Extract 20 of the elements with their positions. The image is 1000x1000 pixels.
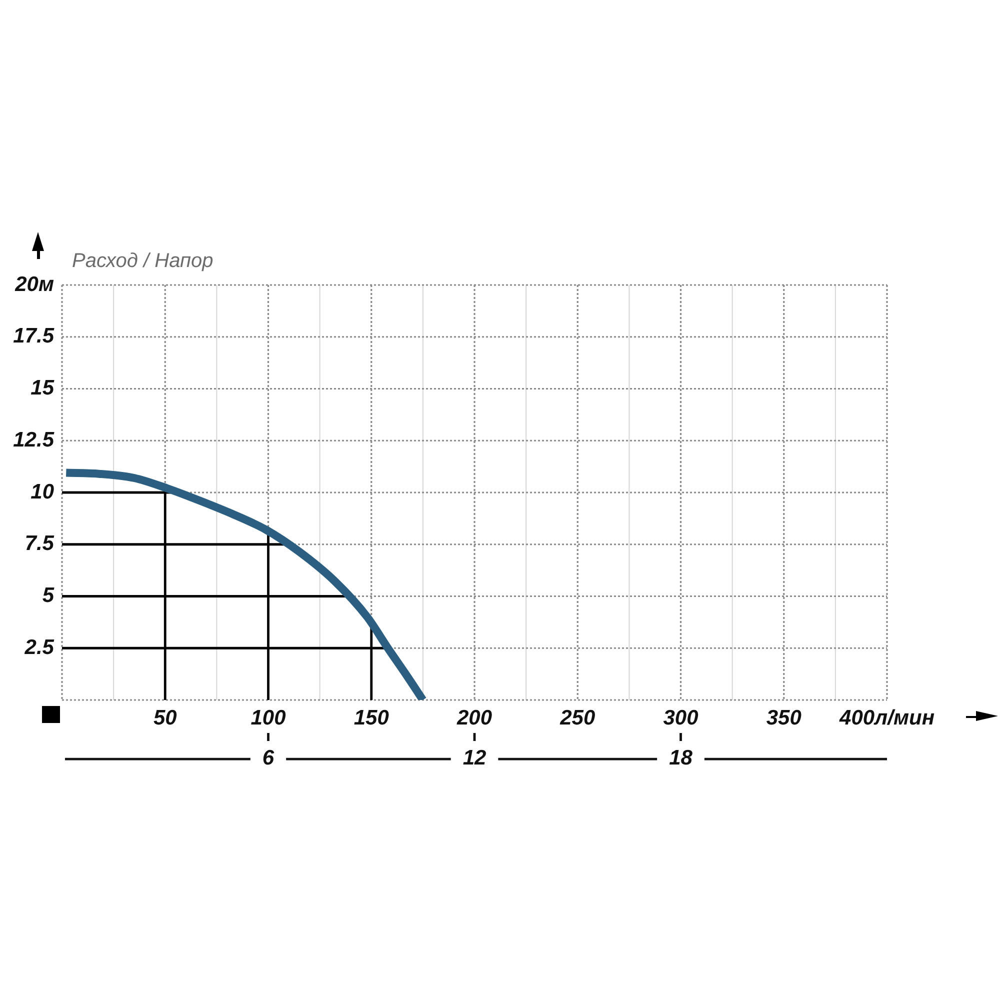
x-tick-label: 350 (766, 706, 802, 730)
y-tick-label: 10 (30, 480, 54, 504)
x2-tick-label: 6 (262, 746, 274, 770)
chart-title: Расход / Напор (72, 250, 214, 272)
y-tick-label: 7.5 (24, 532, 54, 556)
x-tick-label: 300 (663, 706, 699, 730)
y-tick-label: 5 (42, 584, 54, 608)
y-tick-label: 15 (30, 376, 54, 400)
x-tick-label: 200 (456, 706, 492, 730)
x2-tick-label: 12 (462, 746, 486, 770)
x-tick-label: 100 (250, 706, 286, 730)
y-tick-label: 2.5 (24, 636, 54, 659)
y-tick-label: 12.5 (13, 428, 54, 452)
y-tick-label: 20м (14, 272, 54, 296)
x-tick-label: 50 (153, 706, 178, 730)
x-tick-label: 400л/мин (838, 706, 935, 730)
x-tick-label: 150 (354, 706, 390, 730)
x2-tick-label: 18 (669, 746, 693, 770)
y-tick-label: 17.5 (13, 324, 54, 348)
x-tick-label: 250 (559, 706, 596, 730)
